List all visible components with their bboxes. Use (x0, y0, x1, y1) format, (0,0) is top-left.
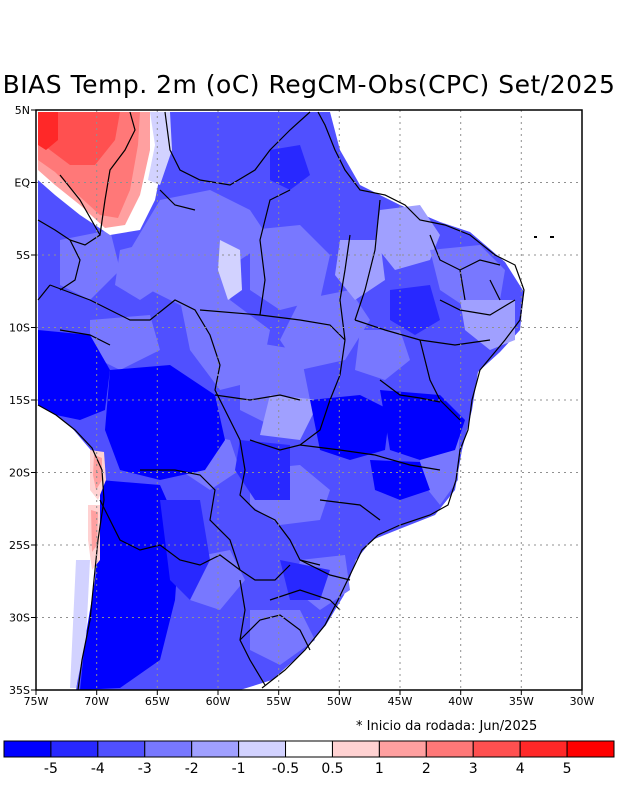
colorbar-box (144, 740, 193, 758)
colorbar-box (3, 740, 52, 758)
colorbar-boxes (3, 740, 615, 758)
colorbar-box (238, 740, 287, 758)
lon-tick-label: 30W (570, 695, 595, 708)
colorbar-label: 2 (422, 761, 431, 777)
colorbar-box (425, 740, 474, 758)
lat-tick-label: 15S (9, 394, 30, 407)
map-title: BIAS Temp. 2m (oC) RegCM-Obs(CPC) Set/20… (2, 70, 616, 99)
lon-tick-label: 35W (509, 695, 534, 708)
lat-tick-label: 30S (9, 612, 30, 625)
colorbar-label: -4 (91, 761, 105, 777)
lat-tick-label: EQ (14, 177, 30, 190)
colorbar-box (50, 740, 99, 758)
colorbar-box (566, 740, 615, 758)
lon-tick-label: 70W (84, 695, 109, 708)
lon-tick-label: 50W (327, 695, 352, 708)
lat-tick-label: 10S (9, 322, 30, 335)
colorbar: -5 -4 -3 -2 -1 -0.5 0.5 1 2 3 4 5 (3, 740, 615, 777)
colorbar-box (472, 740, 521, 758)
lon-tick-label: 45W (388, 695, 413, 708)
colorbar-box (378, 740, 427, 758)
colorbar-label: 1 (375, 761, 384, 777)
colorbar-box (285, 740, 333, 758)
colorbar-label: 5 (563, 761, 572, 777)
lat-tick-label: 35S (9, 684, 30, 697)
lon-tick-label: 40W (448, 695, 473, 708)
lon-tick-label: 55W (266, 695, 291, 708)
lon-tick-label: 65W (145, 695, 170, 708)
lat-tick-label: 5N (15, 104, 30, 117)
colorbar-box (191, 740, 240, 758)
colorbar-box (97, 740, 146, 758)
run-start-note: * Inicio da rodada: Jun/2025 (356, 719, 538, 734)
lat-tick-label: 25S (9, 539, 30, 552)
colorbar-label: -3 (138, 761, 152, 777)
colorbar-label: -2 (185, 761, 199, 777)
colorbar-label: -5 (44, 761, 58, 777)
lat-tick-label: 5S (16, 249, 30, 262)
lon-tick-label: 60W (206, 695, 231, 708)
colorbar-label: -1 (232, 761, 246, 777)
grid-lines (36, 110, 582, 690)
colorbar-box (331, 740, 380, 758)
colorbar-label: -0.5 (272, 761, 299, 777)
axis-ticks (31, 109, 583, 695)
colorbar-label: 0.5 (321, 761, 343, 777)
lat-tick-label: 20S (9, 467, 30, 480)
colorbar-label: 3 (469, 761, 478, 777)
colorbar-label: 4 (516, 761, 525, 777)
lon-tick-label: 75W (24, 695, 49, 708)
colorbar-box (519, 740, 568, 758)
